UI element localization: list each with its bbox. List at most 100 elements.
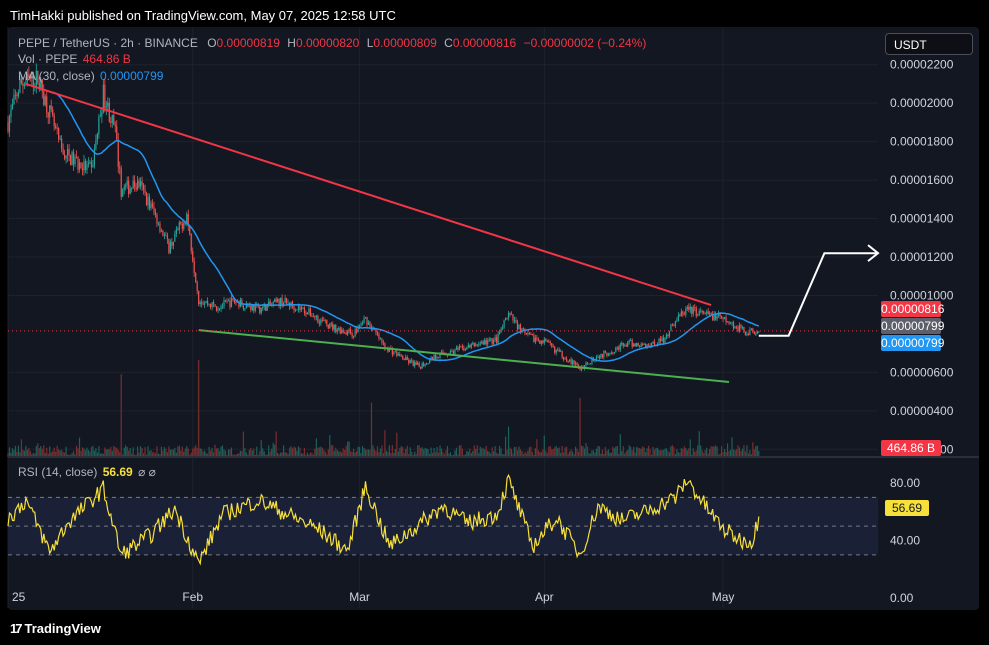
candle-body (744, 331, 747, 335)
candle-body (437, 357, 440, 358)
candle-body (566, 358, 568, 362)
time-tick-label: May (712, 590, 735, 604)
candle-body (518, 324, 520, 330)
candle-body (302, 307, 304, 309)
candle-body (717, 313, 720, 317)
volume-bar (643, 447, 645, 457)
candle-body (336, 329, 338, 332)
candle-body (719, 313, 721, 317)
volume-bar (452, 454, 455, 457)
volume-bar (656, 447, 659, 457)
volume-bar (382, 453, 385, 457)
rsi-legend[interactable]: RSI (14, close) 56.69 ⌀ ⌀ (18, 465, 156, 479)
volume-bar (132, 447, 134, 457)
volume-bar (40, 446, 42, 457)
time-axis[interactable]: 25 Feb Mar Apr May (12, 590, 734, 604)
ohlc-close-label: C (444, 36, 453, 50)
ma-label: MA (30, close) (18, 69, 95, 83)
candle-body (156, 214, 158, 224)
candle-body (120, 168, 122, 197)
volume-bar (536, 439, 538, 457)
volume-bar (196, 447, 198, 457)
rsi-visibility-icons[interactable]: ⌀ ⌀ (138, 465, 156, 479)
volume-bar (139, 446, 142, 457)
candle-body (312, 316, 314, 318)
volume-bar (122, 454, 124, 457)
candle-body (333, 324, 335, 330)
volume-bar (722, 451, 724, 457)
candle-body (335, 324, 337, 332)
volume-bar (610, 452, 612, 457)
candle-body (266, 304, 268, 311)
volume-bar (163, 447, 166, 457)
volume-bar (211, 447, 213, 457)
volume-bar (701, 450, 703, 457)
volume-bar (323, 449, 325, 457)
candle-body (224, 300, 227, 302)
volume-bar (424, 447, 426, 457)
candle-body (704, 313, 706, 314)
ohlc-open-value: 0.00000819 (216, 36, 280, 50)
candle-body (13, 95, 15, 105)
price-axis[interactable]: 0.000002000.000004000.000006000.00001000… (890, 58, 954, 457)
candle-body (712, 314, 714, 321)
candle-body (424, 364, 426, 366)
candle-body (46, 96, 48, 113)
volume-bar (467, 451, 469, 457)
volume-legend[interactable]: Vol · PEPE 464.86 B (18, 52, 131, 66)
rsi-axis[interactable]: 0.00 40.00 80.00 (890, 476, 920, 605)
resistance-trendline[interactable] (25, 82, 712, 307)
volume-bar (542, 449, 544, 457)
volume-bar (655, 447, 657, 457)
volume-bar (177, 446, 179, 457)
candle-body (643, 343, 645, 345)
candle-body (463, 347, 465, 351)
volume-bar (58, 449, 60, 457)
price-tick-label: 0.00002200 (890, 58, 954, 72)
support-trendline[interactable] (198, 329, 730, 383)
volume-bar (616, 445, 618, 457)
candle-body (199, 301, 201, 304)
volume-bar (433, 447, 435, 457)
candle-body (193, 261, 195, 273)
candle-body (683, 314, 685, 316)
candle-body (10, 109, 12, 117)
volume-bar (168, 446, 170, 457)
candle-body (65, 155, 67, 159)
candle-body (552, 346, 554, 348)
candle-body (275, 299, 277, 302)
volume-bar (598, 446, 601, 457)
symbol-legend[interactable]: PEPE / TetherUS · 2h · BINANCE O0.000008… (18, 36, 646, 50)
volume-bar (750, 454, 752, 457)
candle-body (755, 334, 757, 335)
candle-body (26, 74, 28, 82)
candle-body (308, 308, 310, 313)
tradingview-brand[interactable]: 17 TradingView (10, 621, 101, 636)
currency-button[interactable]: USDT (885, 33, 973, 55)
candle-body (528, 333, 531, 335)
candle-body (531, 333, 533, 336)
candle-body (606, 352, 608, 356)
volume-bar (464, 454, 466, 457)
candle-body (22, 83, 24, 87)
candle-body (734, 326, 736, 329)
candle-body (525, 333, 528, 335)
volume-bar (482, 447, 484, 457)
candle-body (241, 299, 243, 306)
candle-body (546, 340, 548, 342)
candle-body (417, 362, 419, 365)
candle-body (695, 307, 697, 316)
candle-body (23, 84, 25, 87)
candle-body (119, 166, 121, 169)
candle-body (157, 223, 160, 225)
candle-body (62, 148, 64, 155)
volume-bar (275, 431, 277, 457)
projection-arrow[interactable] (758, 244, 880, 337)
rsi-tick-label: 40.00 (890, 533, 920, 547)
candle-body (501, 327, 504, 329)
volume-bar (396, 432, 398, 457)
volume-bar (137, 446, 139, 457)
ma-legend[interactable]: MA (30, close) 0.00000799 (18, 69, 163, 83)
volume-bar (406, 445, 408, 457)
